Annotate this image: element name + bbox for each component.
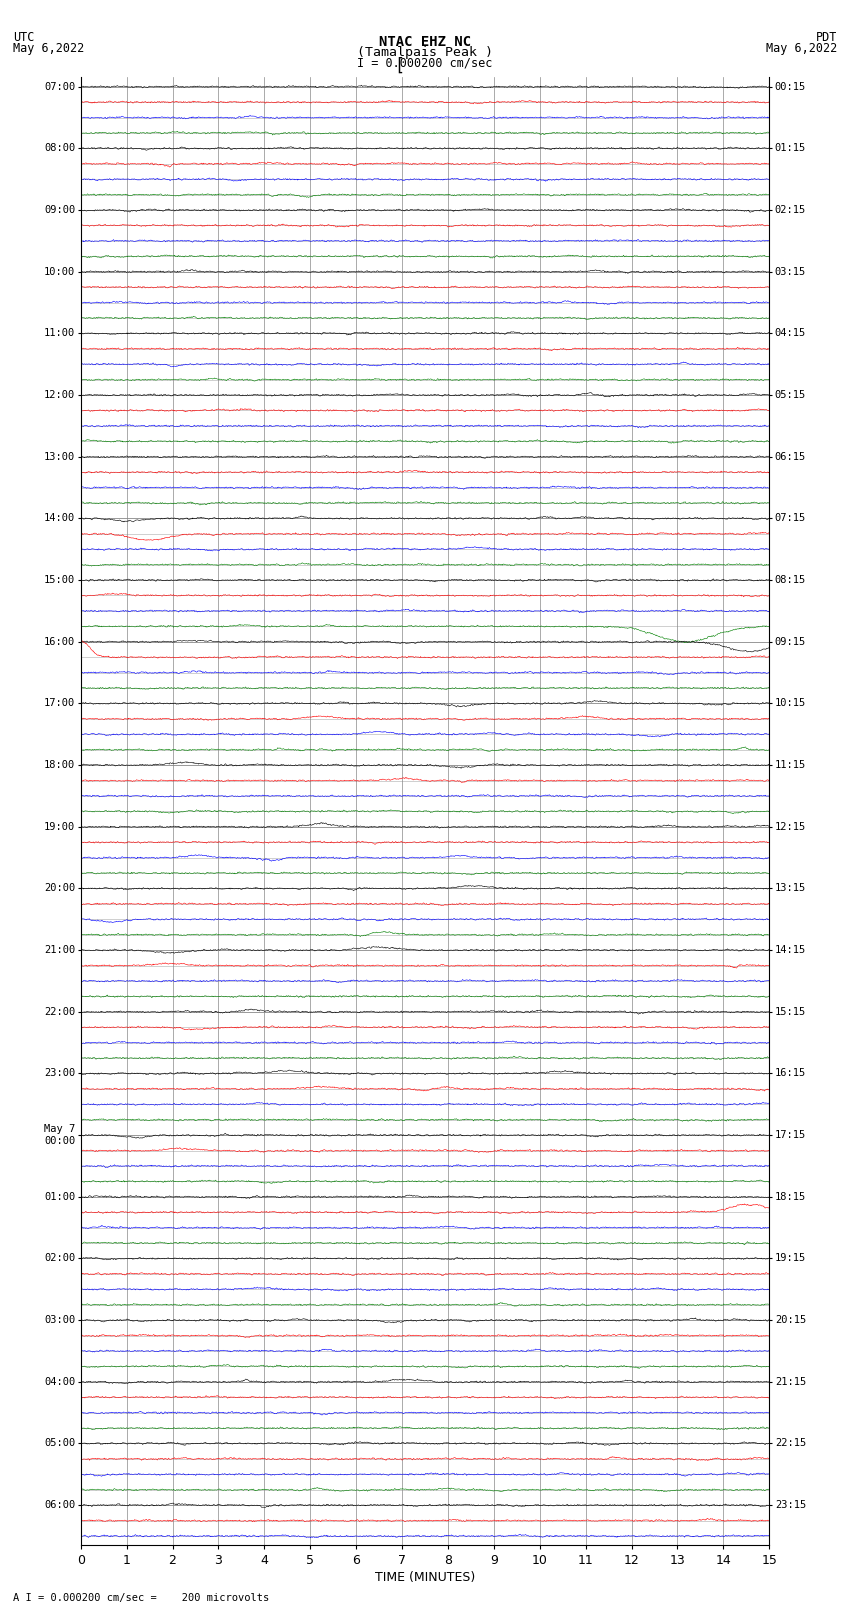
Text: May 6,2022: May 6,2022 (766, 42, 837, 55)
Text: (Tamalpais Peak ): (Tamalpais Peak ) (357, 45, 493, 60)
Text: PDT: PDT (816, 31, 837, 44)
Text: A I = 0.000200 cm/sec =    200 microvolts: A I = 0.000200 cm/sec = 200 microvolts (13, 1594, 269, 1603)
X-axis label: TIME (MINUTES): TIME (MINUTES) (375, 1571, 475, 1584)
Text: I = 0.000200 cm/sec: I = 0.000200 cm/sec (357, 56, 493, 69)
Text: May 6,2022: May 6,2022 (13, 42, 84, 55)
Text: [: [ (394, 56, 405, 74)
Text: NTAC EHZ NC: NTAC EHZ NC (379, 35, 471, 48)
Text: UTC: UTC (13, 31, 34, 44)
